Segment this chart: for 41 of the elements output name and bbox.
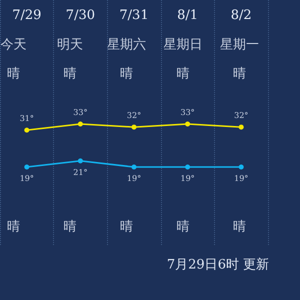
x-tick-label: 7/29 xyxy=(12,8,42,23)
data-label: 32° xyxy=(234,111,248,120)
text: 晴 xyxy=(176,220,190,234)
data-label: 21° xyxy=(73,168,88,177)
data-label: 31° xyxy=(20,114,34,124)
text: 晴 xyxy=(233,66,246,82)
data-label: 19° xyxy=(180,174,195,183)
text: 7月29日6时 更新 xyxy=(166,258,270,272)
text: 晴 xyxy=(233,220,246,234)
data-label: 19° xyxy=(234,174,248,183)
text: 晴 xyxy=(176,66,190,82)
data-label: 32° xyxy=(126,111,142,120)
text: 晴 xyxy=(6,66,20,82)
point xyxy=(24,164,30,170)
data-label: 19° xyxy=(126,174,142,183)
text: 晴 xyxy=(6,220,20,234)
data-label: 19° xyxy=(20,174,34,183)
data-label: 33° xyxy=(73,108,88,117)
text: 晴 xyxy=(63,66,76,82)
point xyxy=(185,164,190,170)
text: 晴 xyxy=(63,220,76,234)
point xyxy=(132,164,136,170)
point xyxy=(238,124,244,130)
point xyxy=(185,122,190,126)
point xyxy=(24,128,30,133)
point xyxy=(132,124,136,130)
text: 晴 xyxy=(120,220,133,234)
x-tick-label: 7/31 xyxy=(119,8,149,23)
point xyxy=(238,164,244,170)
text: 星期日 xyxy=(164,38,203,52)
data-label: 33° xyxy=(180,108,195,117)
x-tick-label: 8/2 xyxy=(230,8,252,23)
point xyxy=(78,122,83,126)
text: 星期一 xyxy=(220,38,260,52)
text: 星期六 xyxy=(107,38,146,52)
x-tick-label: 8/1 xyxy=(177,8,198,23)
text: 今天 xyxy=(0,38,26,52)
text: 明天 xyxy=(56,38,83,52)
text: 晴 xyxy=(120,66,133,82)
point xyxy=(78,158,83,164)
x-tick-label: 7/30 xyxy=(66,8,95,23)
